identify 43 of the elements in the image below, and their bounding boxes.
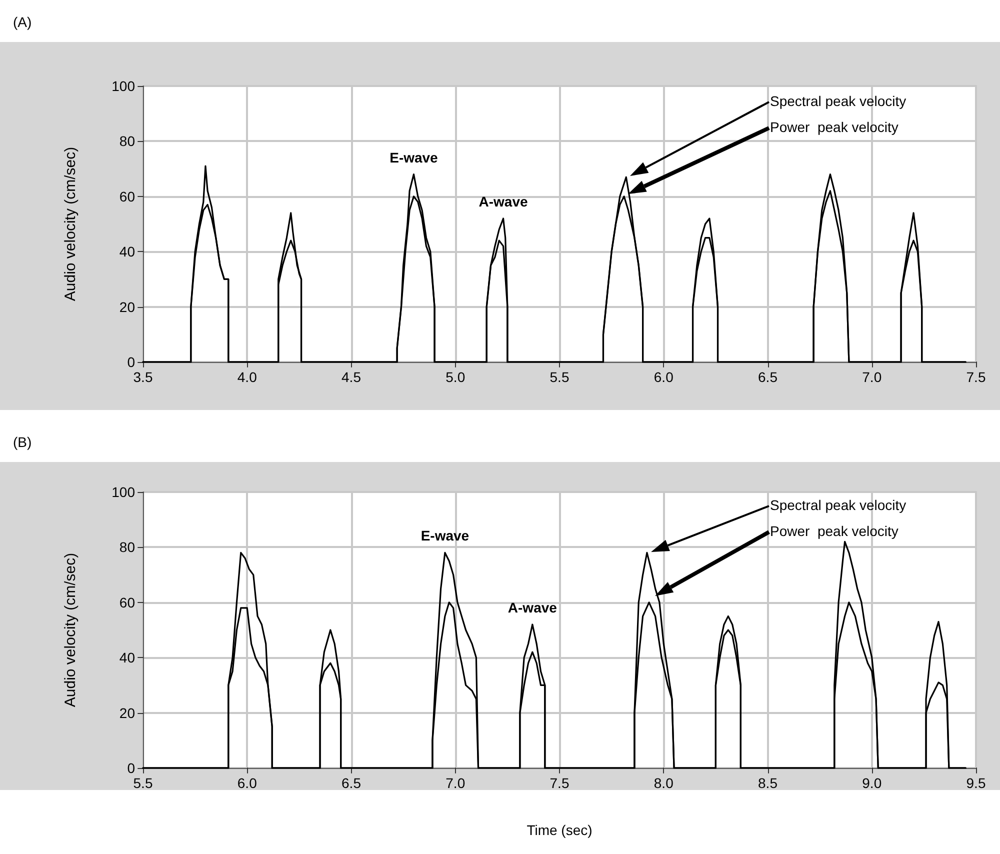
x-tick-label: 3.5: [133, 369, 153, 385]
x-tick-label: 7.5: [550, 775, 570, 791]
x-tick-label: 6.5: [758, 369, 778, 385]
x-tick-label: 5.0: [446, 369, 466, 385]
y-tick-label: 100: [112, 78, 136, 94]
x-tick-label: 9.5: [966, 775, 986, 791]
annotation: A-wave: [478, 193, 528, 210]
y-tick-label: 0: [127, 760, 136, 776]
x-tick-label: 8.5: [758, 775, 778, 791]
y-tick-label: 80: [119, 133, 136, 150]
y-axis-title: Audio velocity (cm/sec): [62, 146, 79, 302]
annotation: Spectral peak velocity: [770, 497, 906, 513]
x-tick-label: 7.0: [446, 775, 466, 791]
annotation: A-wave: [508, 599, 558, 616]
y-tick-label: 40: [119, 244, 136, 260]
annotation: E-wave: [390, 149, 438, 166]
x-axis-title: Time (sec): [526, 822, 592, 838]
x-tick-label: 7.0: [862, 369, 882, 385]
x-tick-label: 8.0: [654, 775, 674, 791]
x-tick-label: 4.5: [342, 369, 362, 385]
x-tick-label: 6.0: [237, 775, 258, 791]
y-tick-label: 100: [112, 484, 136, 500]
text: (A): [13, 14, 32, 30]
text: (B): [13, 434, 32, 450]
y-axis-title: Audio velocity (cm/sec): [62, 552, 79, 708]
y-tick-label: 40: [119, 650, 136, 666]
x-tick-label: 7.5: [966, 369, 986, 385]
annotation: Power peak velocity: [770, 523, 898, 539]
y-tick-label: 60: [119, 188, 136, 204]
annotation: Power peak velocity: [770, 119, 898, 135]
x-tick-label: 4.0: [237, 369, 258, 385]
y-tick-label: 60: [119, 594, 136, 610]
x-tick-label: 5.5: [550, 369, 570, 385]
x-tick-label: 5.5: [133, 775, 153, 791]
y-tick-label: 80: [119, 539, 136, 556]
annotation: Spectral peak velocity: [770, 93, 906, 109]
y-tick-label: 20: [119, 298, 136, 315]
y-tick-label: 0: [127, 354, 136, 370]
x-tick-label: 9.0: [862, 775, 882, 791]
y-tick-label: 20: [119, 704, 136, 721]
x-tick-label: 6.0: [654, 369, 674, 385]
annotation: E-wave: [420, 528, 470, 544]
x-tick-label: 6.5: [342, 775, 362, 791]
